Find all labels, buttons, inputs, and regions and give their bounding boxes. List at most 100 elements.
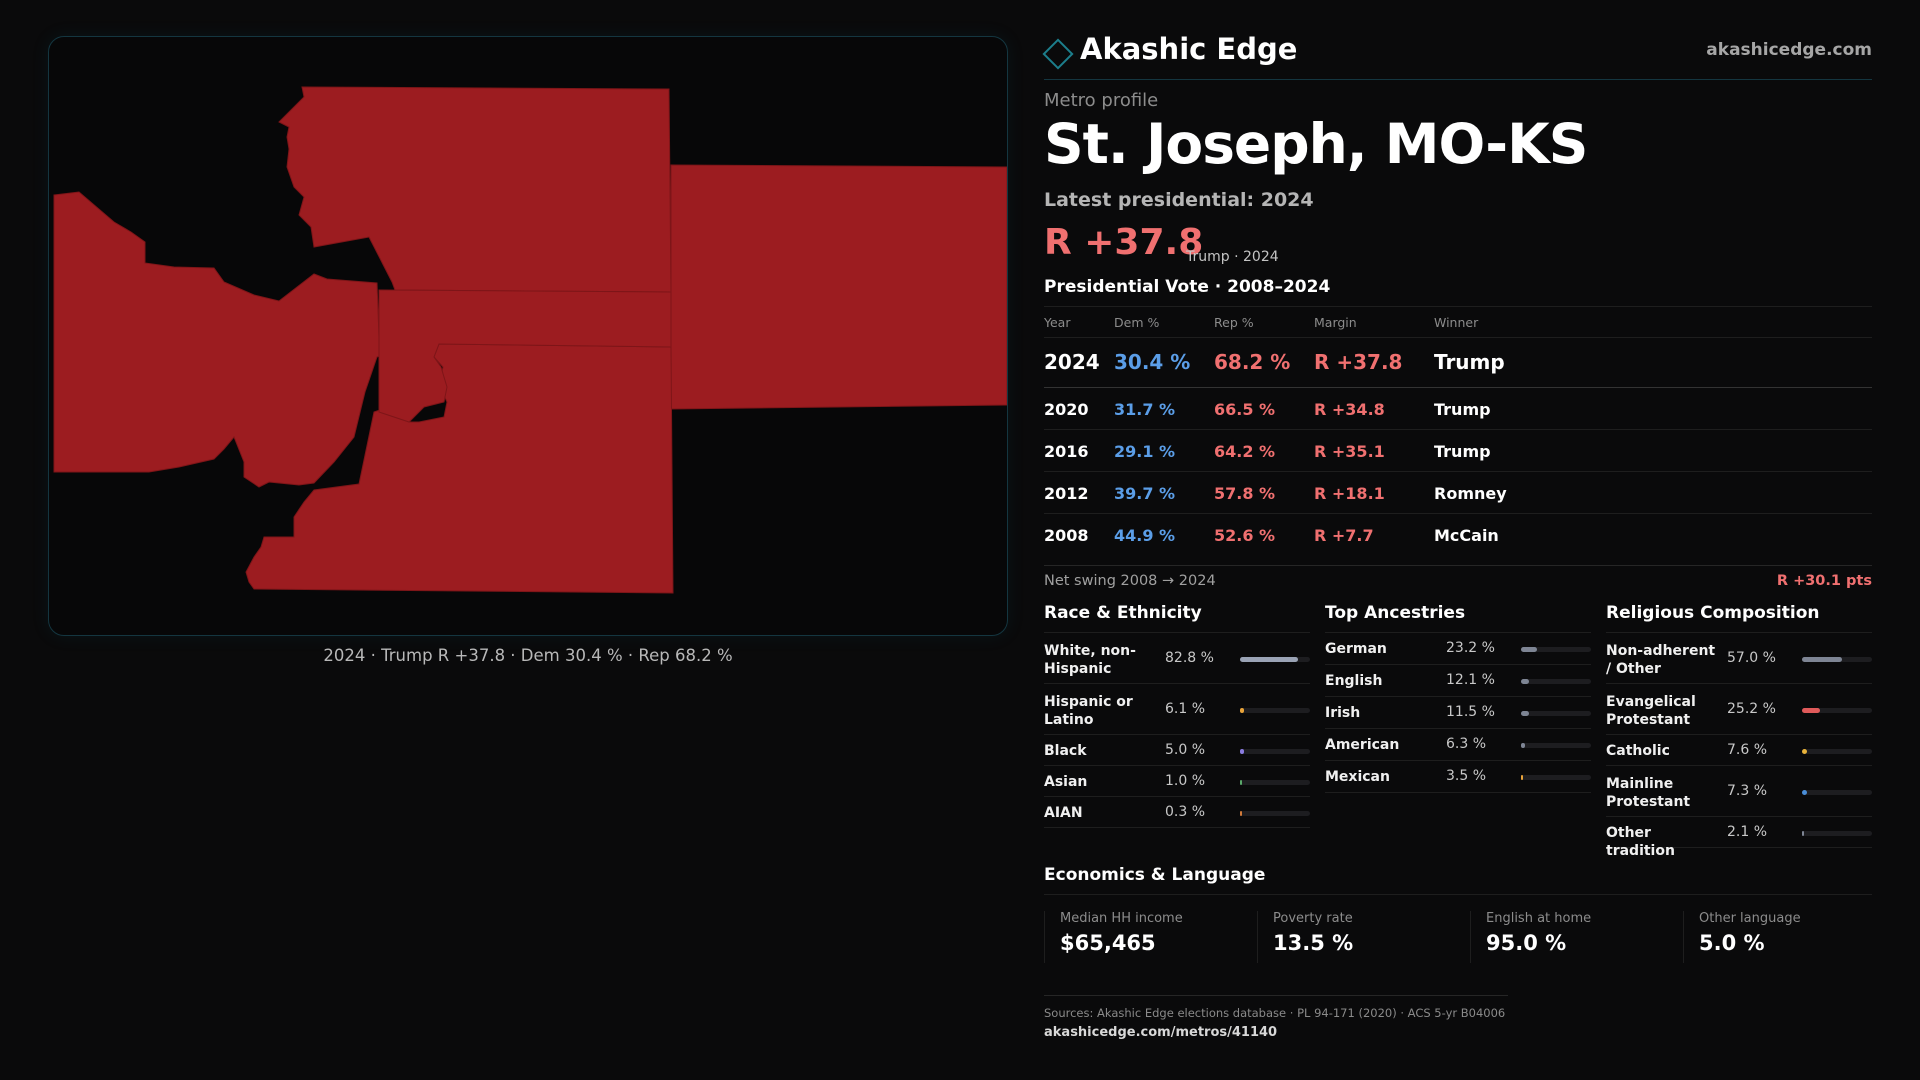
page-title: St. Joseph, MO-KS <box>1044 112 1588 176</box>
map-caption: 2024 · Trump R +37.8 · Dem 30.4 % · Rep … <box>323 646 733 665</box>
cell-margin: R +7.7 <box>1314 526 1374 545</box>
map-panel[interactable] <box>48 36 1008 636</box>
list-item: Mainline Protestant 7.3 % <box>1606 766 1872 817</box>
list-item: English 12.1 % <box>1325 665 1591 697</box>
cell-margin: R +34.8 <box>1314 400 1385 419</box>
bar-track <box>1521 743 1591 748</box>
bar-fill <box>1521 743 1526 748</box>
stat-other-language: Other language 5.0 % <box>1683 911 1883 963</box>
county-shape[interactable] <box>670 164 1007 410</box>
stat-value: 95.0 % <box>1486 931 1567 955</box>
economics-row: Median HH income $65,465 Poverty rate 13… <box>1044 894 1872 964</box>
swing-value: R +30.1 pts <box>1776 573 1872 589</box>
col-dem: Dem % <box>1114 315 1160 330</box>
col-winner: Winner <box>1434 315 1479 330</box>
cell-margin: R +35.1 <box>1314 442 1385 461</box>
bar-fill <box>1802 657 1842 662</box>
diamond-outline-icon <box>1042 38 1074 70</box>
vote-table: Year Dem % Rep % Margin Winner 2024 30.4… <box>1044 306 1872 566</box>
item-label: White, non-Hispanic <box>1044 643 1136 677</box>
cell-winner: McCain <box>1434 526 1499 545</box>
metro-map[interactable] <box>49 37 1008 636</box>
swing-label: Net swing 2008 → 2024 <box>1044 573 1216 589</box>
list-item: White, non-Hispanic 82.8 % <box>1044 633 1310 684</box>
table-row: 2016 29.1 % 64.2 % R +35.1 Trump <box>1044 430 1872 472</box>
list-item: AIAN 0.3 % <box>1044 797 1310 828</box>
footer: Sources: Akashic Edge elections database… <box>1044 995 1508 1040</box>
cell-dem: 29.1 % <box>1114 442 1176 461</box>
item-value: 0.3 % <box>1165 804 1206 820</box>
profile-panel: Akashic Edge akashicedge.com Metro profi… <box>1042 0 1872 1080</box>
item-label: Mexican <box>1325 769 1390 785</box>
cell-margin: R +37.8 <box>1314 350 1403 374</box>
county-group[interactable] <box>53 86 1007 594</box>
table-row: 2012 39.7 % 57.8 % R +18.1 Romney <box>1044 472 1872 514</box>
vote-table-header: Year Dem % Rep % Margin Winner <box>1044 306 1872 338</box>
list-item: Irish 11.5 % <box>1325 697 1591 729</box>
stat-english-at-home: English at home 95.0 % <box>1470 911 1670 963</box>
cell-rep: 57.8 % <box>1214 484 1276 503</box>
cell-winner: Romney <box>1434 484 1507 503</box>
item-label: Irish <box>1325 705 1361 721</box>
bar-track <box>1802 831 1872 836</box>
bar-fill <box>1240 749 1244 754</box>
stat-label: Poverty rate <box>1273 911 1353 926</box>
item-value: 6.1 % <box>1165 701 1206 717</box>
cell-margin: R +18.1 <box>1314 484 1385 503</box>
ancestry-block: Top Ancestries German 23.2 % English 12.… <box>1325 601 1591 793</box>
cell-dem: 39.7 % <box>1114 484 1176 503</box>
list-item: Mexican 3.5 % <box>1325 761 1591 793</box>
stat-label: English at home <box>1486 911 1592 926</box>
bar-track <box>1802 790 1872 795</box>
bar-fill <box>1240 657 1298 662</box>
religion-title: Religious Composition <box>1606 601 1872 633</box>
item-label: Hispanic or Latino <box>1044 694 1133 728</box>
cell-winner: Trump <box>1434 350 1505 374</box>
cell-dem: 44.9 % <box>1114 526 1176 545</box>
table-row: 2020 31.7 % 66.5 % R +34.8 Trump <box>1044 388 1872 430</box>
col-rep: Rep % <box>1214 315 1254 330</box>
race-title: Race & Ethnicity <box>1044 601 1310 633</box>
cell-winner: Trump <box>1434 400 1491 419</box>
cell-rep: 68.2 % <box>1214 350 1291 374</box>
item-label: Catholic <box>1606 743 1670 759</box>
county-shape[interactable] <box>278 86 672 293</box>
list-item: Catholic 7.6 % <box>1606 735 1872 766</box>
item-label: English <box>1325 673 1383 689</box>
economics-title: Economics & Language <box>1044 865 1266 885</box>
col-year: Year <box>1044 315 1071 330</box>
cell-year: 2020 <box>1044 400 1089 419</box>
bar-fill <box>1802 790 1808 795</box>
item-label: German <box>1325 641 1387 657</box>
bar-fill <box>1240 708 1245 713</box>
item-value: 25.2 % <box>1727 701 1776 717</box>
stat-median-income: Median HH income $65,465 <box>1044 911 1244 963</box>
bar-track <box>1240 708 1310 713</box>
bar-fill <box>1521 647 1538 652</box>
table-row: 2008 44.9 % 52.6 % R +7.7 McCain <box>1044 514 1872 556</box>
stat-label: Median HH income <box>1060 911 1183 926</box>
bar-track <box>1802 708 1872 713</box>
permalink[interactable]: akashicedge.com/metros/41140 <box>1044 1025 1278 1040</box>
eyebrow: Metro profile <box>1044 90 1159 111</box>
header: Akashic Edge akashicedge.com <box>1042 32 1872 80</box>
race-block: Race & Ethnicity White, non-Hispanic 82.… <box>1044 601 1310 828</box>
item-label: AIAN <box>1044 805 1083 821</box>
county-shape[interactable] <box>245 343 674 594</box>
site-link[interactable]: akashicedge.com <box>1706 40 1872 60</box>
list-item: Asian 1.0 % <box>1044 766 1310 797</box>
list-item: Black 5.0 % <box>1044 735 1310 766</box>
bar-track <box>1240 780 1310 785</box>
col-margin: Margin <box>1314 315 1357 330</box>
item-label: Asian <box>1044 774 1088 790</box>
list-item: German 23.2 % <box>1325 633 1591 665</box>
bar-track <box>1802 749 1872 754</box>
item-value: 3.5 % <box>1446 768 1487 784</box>
bar-fill <box>1240 811 1242 816</box>
list-item: Hispanic or Latino 6.1 % <box>1044 684 1310 735</box>
county-shape[interactable] <box>378 289 672 423</box>
stat-poverty-rate: Poverty rate 13.5 % <box>1257 911 1457 963</box>
brand-name[interactable]: Akashic Edge <box>1080 32 1298 66</box>
item-value: 57.0 % <box>1727 650 1776 666</box>
cell-dem: 31.7 % <box>1114 400 1176 419</box>
